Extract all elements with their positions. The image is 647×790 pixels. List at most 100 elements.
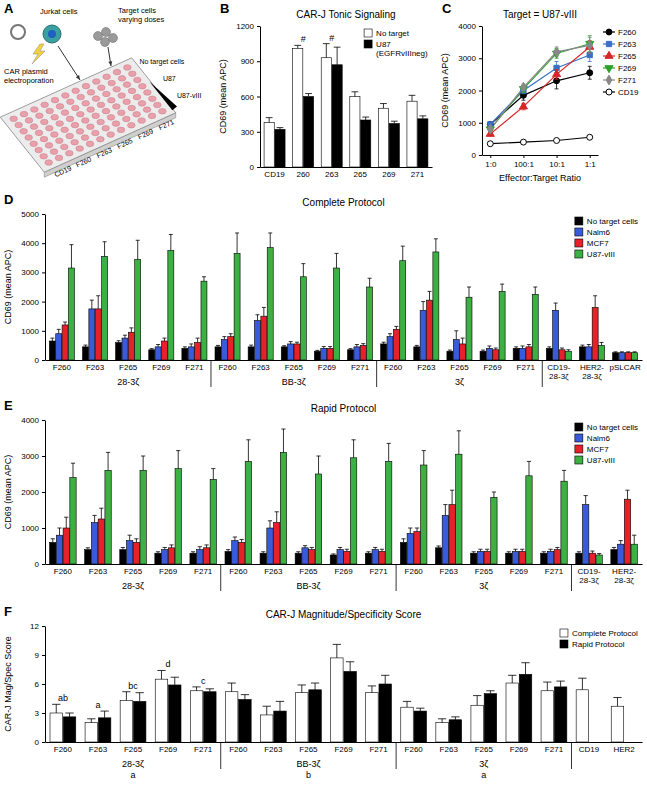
bar bbox=[449, 720, 461, 742]
tick: F260 bbox=[405, 745, 424, 754]
x-axis-line bbox=[46, 564, 643, 565]
legend-label: F265 bbox=[618, 52, 637, 61]
bar bbox=[280, 452, 286, 564]
bar bbox=[95, 309, 101, 360]
tick-label: 6 bbox=[35, 680, 40, 689]
bar bbox=[309, 550, 315, 564]
legend-label: U87-vIII bbox=[587, 250, 615, 259]
bar bbox=[559, 350, 565, 360]
bar bbox=[182, 348, 188, 360]
tick: F271 bbox=[351, 363, 370, 372]
tick: F269 bbox=[152, 363, 171, 372]
bar bbox=[149, 350, 155, 360]
error-bar bbox=[52, 704, 60, 713]
well bbox=[66, 116, 74, 122]
group-separator bbox=[542, 360, 543, 387]
tick: 1000 bbox=[21, 524, 45, 533]
bar bbox=[420, 310, 426, 360]
tick: 900 bbox=[241, 57, 260, 66]
error-bar bbox=[262, 307, 266, 316]
error-bar bbox=[315, 350, 319, 352]
bar bbox=[315, 474, 321, 564]
tick-label: 0 bbox=[472, 151, 477, 160]
well bbox=[139, 83, 147, 89]
tick: 100:1 bbox=[514, 155, 535, 169]
tick: HER2 bbox=[613, 745, 635, 754]
legend-marker bbox=[605, 51, 613, 58]
target-cell bbox=[102, 28, 111, 37]
bar bbox=[68, 268, 74, 360]
legend-swatch bbox=[575, 423, 583, 431]
well bbox=[30, 141, 38, 147]
error-bar bbox=[206, 689, 214, 692]
tick: F271 bbox=[369, 567, 388, 576]
tick: F263 bbox=[417, 363, 436, 372]
error-bar bbox=[448, 350, 452, 351]
arrow-head bbox=[76, 75, 80, 80]
tick: F260 bbox=[54, 567, 73, 576]
tick-label: F269 bbox=[483, 363, 502, 372]
tick: F271 bbox=[185, 363, 204, 372]
error-bar bbox=[626, 351, 630, 353]
error-bar bbox=[50, 338, 54, 341]
error-bar bbox=[380, 104, 387, 109]
tick-label: F265 bbox=[475, 567, 494, 576]
tick-label: 600 bbox=[241, 93, 255, 102]
error-bar bbox=[226, 550, 230, 552]
tick-label: CD19 bbox=[579, 745, 600, 754]
tick-mark bbox=[42, 684, 45, 685]
error-bar bbox=[204, 545, 208, 548]
error-bar bbox=[437, 546, 441, 548]
well bbox=[149, 96, 157, 102]
target-cell bbox=[94, 32, 103, 41]
marker bbox=[487, 141, 493, 147]
tick: F269 bbox=[159, 567, 178, 576]
error-bar bbox=[619, 541, 623, 545]
tick: F260 bbox=[218, 363, 237, 372]
well bbox=[138, 118, 146, 124]
bar bbox=[161, 341, 167, 360]
error-bar bbox=[507, 552, 511, 553]
bar bbox=[274, 711, 286, 742]
axis-title: CAR-J Mag/Spec Score bbox=[3, 636, 13, 732]
bar bbox=[331, 658, 343, 742]
bar bbox=[63, 717, 75, 742]
legend-marker bbox=[606, 29, 612, 35]
error-bar bbox=[183, 347, 187, 348]
y-axis: 01000200030004000 bbox=[21, 416, 45, 569]
error-bar bbox=[64, 517, 68, 528]
bar bbox=[162, 550, 168, 564]
panel: F260F263F265F269F271F260F263F265F269F271… bbox=[3, 403, 643, 591]
error-bar bbox=[310, 547, 314, 549]
label: CAR plasmidelectroporation bbox=[4, 67, 54, 85]
error-bar bbox=[240, 540, 244, 543]
panel-a: AJurkat cellsTarget cellsvarying dosesCA… bbox=[0, 1, 201, 178]
error-bar bbox=[472, 552, 476, 553]
error-bar bbox=[136, 240, 140, 259]
bar bbox=[344, 551, 350, 564]
jurkat-cell bbox=[43, 25, 61, 43]
bar bbox=[519, 674, 531, 742]
legend-label: Rapid Protocol bbox=[572, 640, 625, 649]
error-bar bbox=[229, 334, 233, 337]
panel-letter: D bbox=[4, 192, 13, 207]
bar bbox=[414, 347, 420, 360]
bar bbox=[91, 523, 97, 564]
legend-label: MCF7 bbox=[587, 445, 609, 454]
tick-mark bbox=[42, 456, 45, 457]
error-bar bbox=[566, 350, 570, 351]
well bbox=[82, 100, 90, 106]
bar bbox=[433, 252, 439, 360]
error-bar bbox=[587, 345, 591, 347]
tick-label: 263 bbox=[325, 170, 339, 179]
tick-label: F265 bbox=[285, 363, 304, 372]
legend-label: F271 bbox=[618, 76, 637, 85]
bar bbox=[365, 553, 371, 564]
bar bbox=[541, 553, 547, 564]
well bbox=[92, 113, 100, 119]
error-bar bbox=[157, 670, 165, 679]
error-bar bbox=[632, 535, 636, 544]
bar bbox=[427, 300, 433, 360]
well bbox=[82, 83, 90, 89]
bar bbox=[546, 348, 552, 360]
